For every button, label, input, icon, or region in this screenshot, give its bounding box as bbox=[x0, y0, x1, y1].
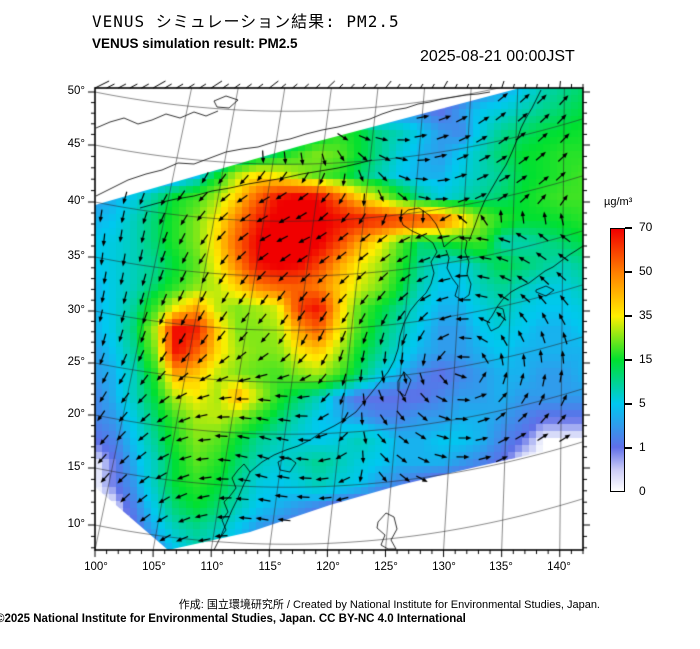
lon-tick-label: 130° bbox=[432, 561, 456, 573]
colorbar bbox=[610, 228, 625, 492]
page-title-english: VENUS simulation result: PM2.5 bbox=[92, 36, 298, 51]
colorbar-tick-label: 0 bbox=[639, 484, 646, 498]
lat-tick-label: 45° bbox=[67, 138, 85, 150]
license-line: ©2025 National Institute for Environment… bbox=[0, 613, 466, 625]
colorbar-tick-label: 15 bbox=[639, 352, 653, 366]
lat-tick-label: 10° bbox=[67, 518, 85, 530]
colorbar-unit-label: µg/m³ bbox=[604, 196, 633, 208]
lon-tick-label: 120° bbox=[316, 561, 340, 573]
lon-tick-label: 135° bbox=[489, 561, 513, 573]
lat-tick-label: 20° bbox=[67, 408, 85, 420]
colorbar-tick bbox=[625, 227, 632, 229]
lon-tick-label: 140° bbox=[547, 561, 571, 573]
colorbar-tick-label: 70 bbox=[639, 220, 653, 234]
lat-tick-label: 40° bbox=[67, 195, 85, 207]
lon-tick-label: 105° bbox=[142, 561, 166, 573]
lon-tick-label: 100° bbox=[84, 561, 108, 573]
timestamp: 2025-08-21 00:00JST bbox=[420, 48, 575, 65]
colorbar-tick bbox=[625, 403, 632, 405]
colorbar-tick-label: 35 bbox=[639, 308, 653, 322]
page-title-japanese: VENUS シミュレーション結果: PM2.5 bbox=[92, 12, 400, 31]
lat-tick-label: 15° bbox=[67, 461, 85, 473]
colorbar-tick-label: 50 bbox=[639, 264, 653, 278]
colorbar-tick bbox=[625, 447, 632, 449]
lat-tick-label: 50° bbox=[67, 85, 85, 97]
colorbar-tick bbox=[625, 359, 632, 361]
lat-tick-label: 25° bbox=[67, 356, 85, 368]
lon-tick-label: 125° bbox=[374, 561, 398, 573]
colorbar-tick bbox=[625, 315, 632, 317]
colorbar-tick-label: 5 bbox=[639, 396, 646, 410]
colorbar-tick bbox=[625, 271, 632, 273]
lon-tick-label: 110° bbox=[200, 561, 224, 573]
lat-tick-label: 30° bbox=[67, 304, 85, 316]
credit-line: 作成: 国立環境研究所 / Created by National Instit… bbox=[178, 599, 600, 611]
lat-tick-label: 35° bbox=[67, 250, 85, 262]
lon-tick-label: 115° bbox=[258, 561, 282, 573]
colorbar-tick-label: 1 bbox=[639, 440, 646, 454]
